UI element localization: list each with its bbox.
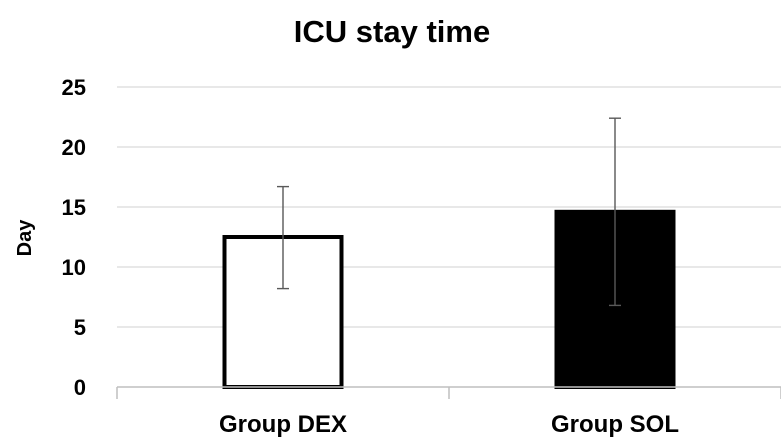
error-bars	[277, 117, 621, 307]
y-axis-label: Day	[14, 219, 36, 257]
x-tick-label: Group SOL	[551, 411, 679, 438]
x-tick-label: Group DEX	[219, 411, 347, 438]
chart-title: ICU stay time	[294, 14, 490, 49]
error-bar	[609, 117, 621, 307]
y-tick-label: 15	[62, 195, 86, 220]
y-tick-labels: 0 5 10 15 20 25	[62, 75, 86, 400]
grid-lines	[117, 86, 781, 328]
x-tick-labels: Group DEX Group SOL	[219, 411, 679, 438]
bars	[222, 209, 676, 389]
y-tick-label: 25	[62, 75, 86, 100]
error-bar	[277, 185, 289, 290]
x-axis	[116, 386, 781, 399]
y-tick-label: 20	[62, 135, 86, 160]
y-tick-label: 5	[74, 315, 86, 340]
y-tick-label: 10	[62, 255, 86, 280]
y-tick-label: 0	[74, 375, 86, 400]
